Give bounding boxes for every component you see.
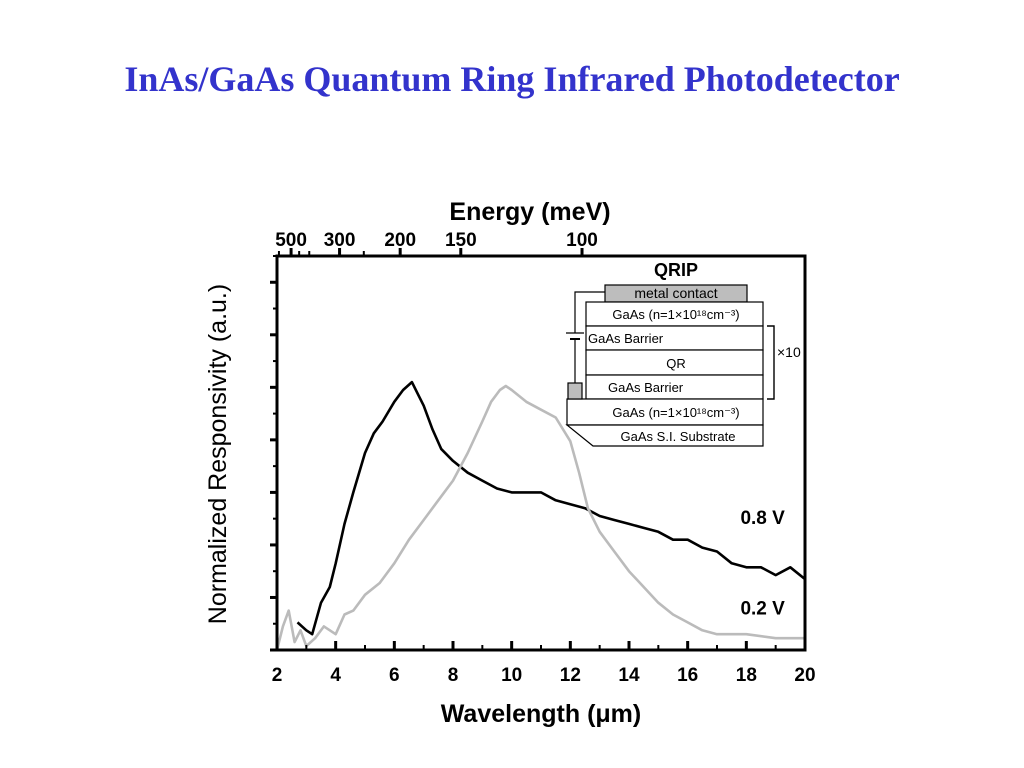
top-axis-label: Energy (meV) bbox=[449, 198, 610, 226]
top-tick-label: 150 bbox=[445, 230, 477, 251]
gaas-bottom-label: GaAs (n=1×10¹⁸cm⁻³) bbox=[612, 405, 739, 420]
repeat-label: ×10 bbox=[777, 344, 801, 360]
metal-contact-label: metal contact bbox=[634, 285, 717, 301]
series-annotation: 0.2 V bbox=[740, 599, 785, 620]
x-tick-label: 10 bbox=[501, 665, 522, 686]
top-tick-label: 300 bbox=[324, 230, 356, 251]
top-tick-label: 200 bbox=[384, 230, 416, 251]
repeat-bracket bbox=[767, 325, 775, 400]
gaas-top-layer bbox=[585, 301, 764, 327]
circuit-wire bbox=[574, 291, 605, 333]
top-tick-label: 500 bbox=[275, 230, 307, 251]
x-tick-label: 4 bbox=[330, 665, 341, 686]
qr-layer bbox=[585, 349, 764, 376]
gaas-top-label: GaAs (n=1×10¹⁸cm⁻³) bbox=[612, 307, 739, 322]
series-line-2 bbox=[275, 384, 805, 651]
inset-title: QRIP bbox=[654, 260, 698, 280]
bottom-contact bbox=[567, 382, 583, 400]
barrier-layer-2 bbox=[585, 374, 764, 400]
x-tick-label: 6 bbox=[389, 665, 400, 686]
gaas-bottom-layer bbox=[566, 398, 764, 426]
barrier-layer-1 bbox=[585, 325, 764, 351]
substrate-layer bbox=[565, 424, 764, 447]
qr-label: QR bbox=[666, 356, 686, 371]
axes-layer: 2 4 6 8 10 12 14 16 18 20 500 300 200 150 100 bbox=[270, 230, 816, 686]
qrip-structure-inset: QRIP metal contact GaAs (n=1×10¹⁸cm⁻³) G… bbox=[565, 260, 801, 447]
x-tick-label: 16 bbox=[677, 665, 698, 686]
series-annotation: 0.8 V bbox=[740, 508, 785, 529]
x-tick-label: 14 bbox=[618, 665, 640, 686]
barrier-label-1: GaAs Barrier bbox=[588, 331, 664, 346]
series-line-1 bbox=[296, 380, 806, 636]
substrate-label: GaAs S.I. Substrate bbox=[621, 429, 736, 444]
barrier-label-2: GaAs Barrier bbox=[608, 380, 684, 395]
x-axis-label: Wavelength (μm) bbox=[441, 700, 642, 728]
series-layer bbox=[275, 380, 806, 651]
x-tick-label: 8 bbox=[448, 665, 459, 686]
x-tick-label: 20 bbox=[794, 665, 815, 686]
x-tick-label: 2 bbox=[272, 665, 283, 686]
annotation-layer: 0.8 V 0.2 V bbox=[740, 508, 785, 620]
x-tick-label: 12 bbox=[560, 665, 581, 686]
top-tick-label: 100 bbox=[566, 230, 598, 251]
y-axis-label: Normalized Responsivity (a.u.) bbox=[204, 284, 232, 624]
slide-title: InAs/GaAs Quantum Ring Infrared Photodet… bbox=[124, 59, 900, 99]
x-tick-label: 18 bbox=[736, 665, 757, 686]
